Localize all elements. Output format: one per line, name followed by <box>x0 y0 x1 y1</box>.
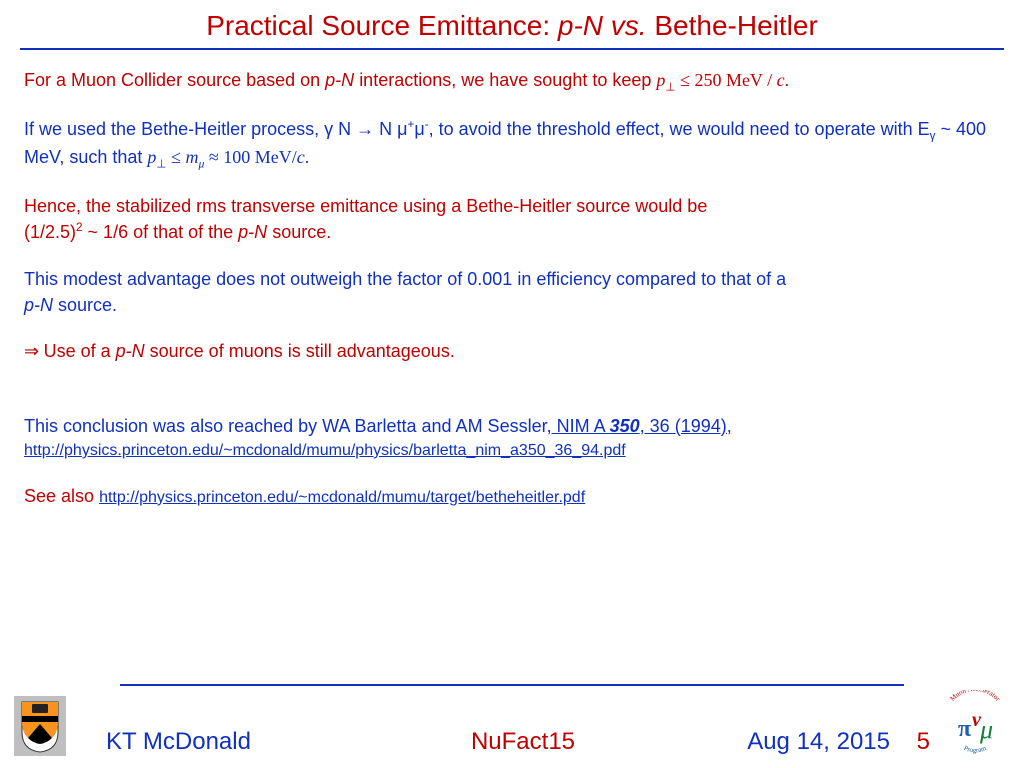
p5-arrow: ⇒ <box>24 341 44 361</box>
p2-eq-mid: ≤ <box>167 147 186 167</box>
footer-page-number: 5 <box>890 728 930 756</box>
p2-eq-c: c <box>297 147 305 167</box>
url-link-1[interactable]: http://physics.princeton.edu/~mcdonald/m… <box>24 442 626 459</box>
paragraph-3b: (1/2.5)2 ~ 1/6 of that of the p-N source… <box>24 220 1000 244</box>
url-link-2[interactable]: http://physics.princeton.edu/~mcdonald/m… <box>99 489 585 506</box>
p4-b: source. <box>58 295 117 315</box>
p5-a: Use of a <box>44 341 116 361</box>
slide-title: Practical Source Emittance: p-N vs. Beth… <box>0 0 1024 42</box>
map-logo-icon: Muon Accelerator π ν μ Program <box>940 690 1010 756</box>
paragraph-6b: http://physics.princeton.edu/~mcdonald/m… <box>24 440 1000 462</box>
p5-b: source of muons is still advantageous. <box>150 341 455 361</box>
footer-date: Aug 14, 2015 <box>680 728 890 756</box>
p1-a: For a Muon Collider source based on <box>24 70 325 90</box>
map-arc-top: Muon Accelerator <box>948 690 1002 703</box>
svg-text:Muon Accelerator: Muon Accelerator <box>948 690 1002 703</box>
title-post: Bethe-Heitler <box>647 10 818 41</box>
p6-a: This conclusion was also reached by WA B… <box>24 416 547 436</box>
paragraph-6a: This conclusion was also reached by WA B… <box>24 414 1000 438</box>
p1-eq-c: c <box>777 70 785 90</box>
paragraph-4a: This modest advantage does not outweigh … <box>24 267 1000 291</box>
p3-b1: (1/2.5) <box>24 222 76 242</box>
p1-eq-perp: ⊥ <box>665 81 675 94</box>
title-text-pre: Practical Source Emittance: <box>206 10 558 41</box>
p1-b: interactions, we have sought to keep <box>359 70 656 90</box>
content-region: For a Muon Collider source based on p-N … <box>0 50 1024 508</box>
paragraph-3a: Hence, the stabilized rms transverse emi… <box>24 194 1000 218</box>
svg-text:μ: μ <box>979 715 993 744</box>
footer-row: KT McDonald NuFact15 Aug 14, 2015 5 Muon… <box>0 690 1024 756</box>
p2-b: μ <box>414 119 424 139</box>
p6-refend: , 36 (1994), <box>640 416 732 436</box>
title-vs: vs. <box>603 10 647 41</box>
p4-pN: p-N <box>24 295 58 315</box>
paragraph-1: For a Muon Collider source based on p-N … <box>24 68 1000 95</box>
p2-eq-perp: ⊥ <box>156 157 166 170</box>
paragraph-7: See also http://physics.princeton.edu/~m… <box>24 484 1000 509</box>
p6-vol: 350 <box>610 416 640 436</box>
princeton-shield-icon <box>14 696 66 756</box>
footer-author: KT McDonald <box>106 728 366 756</box>
p3-b4: source. <box>272 222 331 242</box>
title-pN: p-N <box>558 10 603 41</box>
p2-dot: . <box>305 147 310 167</box>
footer-conference: NuFact15 <box>366 728 680 756</box>
paragraph-4b: p-N source. <box>24 293 1000 317</box>
p1-dot: . <box>785 70 790 90</box>
p4-a: This modest advantage does not outweigh … <box>24 269 786 289</box>
map-arc-bot: Program <box>963 744 988 755</box>
svg-text:π: π <box>958 716 971 742</box>
p7-label: See also <box>24 486 99 506</box>
paragraph-5: ⇒ Use of a p-N source of muons is still … <box>24 339 1000 363</box>
footer: KT McDonald NuFact15 Aug 14, 2015 5 Muon… <box>0 684 1024 756</box>
p2-a: If we used the Bethe-Heitler process, γ … <box>24 119 408 139</box>
p5-pN: p-N <box>116 341 150 361</box>
svg-text:Program: Program <box>963 744 988 755</box>
reference-link[interactable]: , NIM A 350, 36 (1994), <box>547 416 732 436</box>
p1-pN: p-N <box>325 70 359 90</box>
paragraph-2: If we used the Bethe-Heitler process, γ … <box>24 117 1000 172</box>
p2-eq-m: m <box>186 147 199 167</box>
p3-pN: p-N <box>238 222 272 242</box>
p2-eq-end: ≈ 100 MeV/ <box>204 147 296 167</box>
p3-b3: ~ 1/6 of that of the <box>83 222 239 242</box>
footer-divider <box>120 684 904 686</box>
p6-ref: , NIM A <box>547 416 610 436</box>
p3-a: Hence, the stabilized rms transverse emi… <box>24 196 707 216</box>
p1-eq-rest: ≤ 250 MeV / <box>676 70 777 90</box>
p2-c: , to avoid the threshold effect, we woul… <box>429 119 930 139</box>
